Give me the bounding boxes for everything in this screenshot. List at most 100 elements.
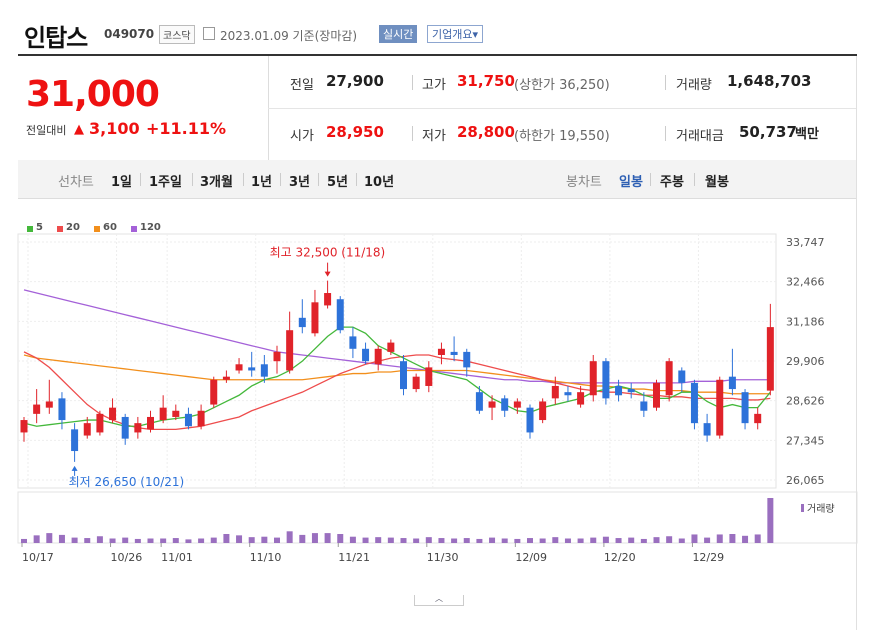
volume-bar — [58, 534, 65, 543]
candle — [374, 345, 382, 371]
volume-bar — [311, 533, 318, 543]
candle — [273, 345, 281, 374]
candle-body — [336, 299, 344, 331]
line-ma120 — [23, 289, 771, 384]
upper-limit: (상한가 36,250) — [514, 78, 610, 93]
tab-divider — [650, 173, 651, 186]
candle — [83, 416, 91, 439]
tab-divider — [356, 173, 357, 186]
candle — [728, 348, 736, 396]
collapse-chart-button[interactable]: ︿ — [414, 595, 464, 606]
candle-body — [526, 407, 534, 433]
volume-bar — [691, 534, 698, 543]
open-value: 28,950 — [326, 123, 384, 141]
candle — [400, 354, 407, 396]
tab-monthly[interactable]: 월봉 — [705, 175, 729, 190]
volume-bar — [514, 538, 521, 543]
volume-label: 거래량 — [676, 78, 712, 93]
candle-body — [766, 327, 774, 391]
tab-3month[interactable]: 3개월 — [200, 175, 233, 190]
candle-body — [488, 401, 496, 408]
chart-grid — [17, 233, 777, 489]
candle-body — [425, 367, 433, 386]
tab-5year[interactable]: 5년 — [327, 175, 349, 190]
volume-bar — [628, 537, 635, 543]
legend-swatch-ma60 — [94, 226, 100, 232]
candle — [109, 398, 117, 424]
candle — [678, 367, 686, 393]
volume-bar — [84, 538, 91, 543]
volume-bars: 거래량 — [17, 491, 858, 544]
y-tick-label: 31,186 — [786, 315, 825, 328]
volume-bar — [590, 537, 597, 543]
volume-bar — [210, 537, 217, 543]
x-tick-label: 11/30 — [427, 551, 459, 564]
volume-bar — [33, 535, 40, 543]
candle-body — [134, 423, 142, 433]
candle — [602, 358, 610, 405]
candle-body — [45, 401, 53, 408]
candle — [539, 398, 547, 424]
x-tick-label: 11/21 — [338, 551, 370, 564]
tab-1week[interactable]: 1주일 — [149, 175, 182, 190]
candle — [45, 379, 53, 414]
divider — [665, 75, 666, 90]
tab-weekly[interactable]: 주봉 — [660, 175, 684, 190]
volume-bar — [501, 538, 508, 543]
x-tick-label: 12/29 — [692, 551, 724, 564]
tab-10year[interactable]: 10년 — [364, 175, 395, 190]
candle — [33, 389, 41, 424]
candle — [665, 358, 673, 402]
line-chart-label: 선차트 — [58, 175, 94, 190]
legend-ma5: 5 — [36, 222, 43, 233]
candle-body — [324, 293, 332, 306]
y-tick-label: 28,626 — [786, 395, 825, 408]
amount-value: 50,737 — [739, 123, 797, 141]
volume-label: 거래량 — [807, 503, 835, 515]
candle-body — [589, 361, 597, 396]
min-arrowhead-icon — [71, 465, 78, 471]
tab-1year[interactable]: 1년 — [251, 175, 273, 190]
candle-body — [260, 364, 268, 377]
candle-body — [463, 351, 471, 368]
x-tick-label: 10/17 — [22, 551, 54, 564]
volume-bar — [640, 538, 647, 543]
candle-body — [615, 385, 623, 396]
candlestick-chart[interactable]: 33,747 32,466 31,186 29,906 28,626 27,345 26,0… — [0, 200, 871, 595]
current-price: 31,000 — [26, 74, 160, 115]
tab-3year[interactable]: 3년 — [289, 175, 311, 190]
realtime-button[interactable]: 실시간 — [379, 25, 418, 43]
max-price-annotation: 최고 32,500 (11/18) — [270, 246, 386, 260]
min-price-annotation: 최저 26,650 (10/21) — [69, 475, 185, 489]
candle-body — [577, 392, 585, 405]
candle-series — [20, 280, 774, 462]
candle — [134, 416, 142, 439]
volume-bar — [261, 536, 268, 543]
candle-body — [754, 413, 762, 424]
candle-body — [298, 317, 306, 328]
calendar-icon — [203, 27, 215, 40]
volume-bar — [324, 533, 331, 543]
candle — [475, 385, 483, 414]
prev-close-value: 27,900 — [326, 72, 384, 90]
line-ma5 — [23, 326, 771, 427]
volume-bar — [767, 498, 774, 543]
stock-header: 인탑스 049070 코스닥 2023.01.09 기준(장마감) 실시간 기업… — [0, 0, 871, 56]
candle-body — [690, 382, 698, 424]
volume-value: 1,648,703 — [727, 72, 812, 90]
divider — [412, 126, 413, 141]
company-info-dropdown[interactable]: 기업개요▾ — [427, 25, 484, 43]
candle-body — [311, 302, 319, 334]
candle — [197, 404, 205, 430]
y-tick-label: 27,345 — [786, 434, 825, 447]
candle — [754, 407, 762, 430]
candle-body — [665, 361, 673, 396]
volume-bar — [564, 538, 571, 543]
volume-bar — [223, 534, 230, 543]
market-badge: 코스닥 — [159, 25, 195, 44]
candle-body — [475, 392, 483, 411]
candle — [564, 385, 572, 402]
high-label: 고가 — [422, 78, 446, 93]
tab-1day[interactable]: 1일 — [111, 175, 133, 190]
tab-daily[interactable]: 일봉 — [619, 175, 643, 190]
